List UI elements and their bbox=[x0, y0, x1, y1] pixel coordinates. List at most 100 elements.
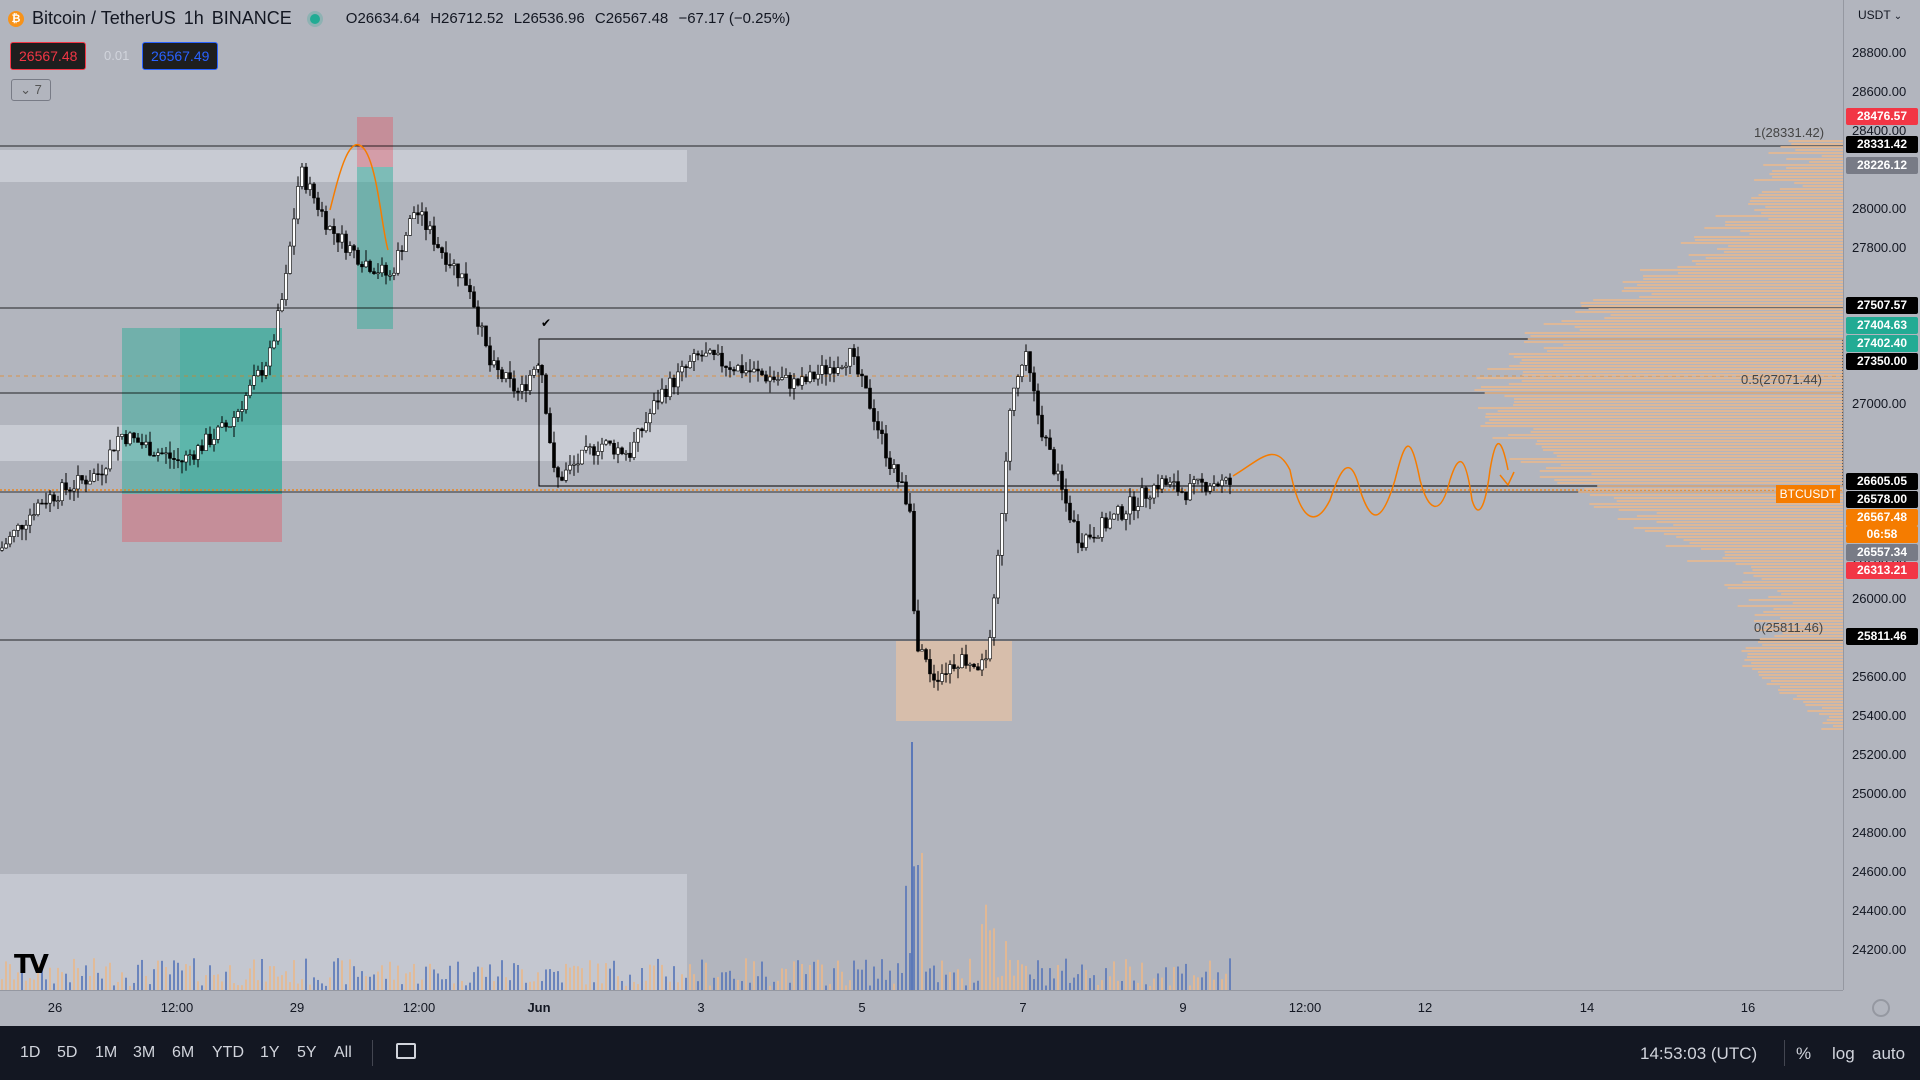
volume-bar bbox=[1125, 959, 1127, 990]
volume-profile-bar bbox=[1763, 611, 1843, 613]
settings-gear-icon[interactable] bbox=[1872, 999, 1890, 1017]
time-axis[interactable]: 26 12:00 29 12:00 Jun 3 5 7 9 12:00 12 14 16 bbox=[0, 990, 1843, 1027]
chart-area[interactable]: ✔ ₿ Bitcoin / TetherUS 1h BINANCE O26634… bbox=[0, 0, 1843, 990]
candle-body bbox=[877, 421, 880, 430]
volume-bar bbox=[457, 962, 459, 990]
volume-bar bbox=[453, 983, 455, 990]
candle-body bbox=[653, 401, 656, 414]
volume-bar bbox=[665, 976, 667, 990]
volume-bar bbox=[785, 969, 787, 990]
price-tag: 26313.21 bbox=[1846, 562, 1918, 579]
spread-label: 0.01 bbox=[104, 48, 129, 63]
volume-profile-bar bbox=[1742, 665, 1843, 667]
candle-body bbox=[613, 443, 616, 454]
timeframe-button[interactable]: YTD bbox=[212, 1044, 244, 1062]
volume-bar bbox=[925, 972, 927, 990]
candle-body bbox=[1029, 352, 1032, 373]
volume-bar bbox=[45, 979, 47, 990]
candle-body bbox=[809, 372, 812, 382]
candle-body bbox=[713, 350, 716, 355]
timeframe-button[interactable]: 1D bbox=[20, 1044, 40, 1062]
volume-bar bbox=[513, 963, 515, 990]
price-axis[interactable]: USDT ⌄ 28800.00 28600.00 28400.00 28000.00 2… bbox=[1843, 0, 1920, 990]
volume-profile-bar bbox=[1809, 161, 1843, 163]
volume-profile-bar bbox=[1563, 344, 1843, 346]
date-range-icon[interactable] bbox=[396, 1043, 416, 1059]
volume-bar bbox=[609, 969, 611, 990]
time-tick-label: 12:00 bbox=[1289, 1000, 1322, 1015]
candle-body bbox=[1057, 471, 1060, 474]
volume-bar bbox=[989, 930, 991, 990]
ohlc-low: L26536.96 bbox=[514, 10, 585, 27]
candle-body bbox=[565, 470, 568, 480]
timeframe-button[interactable]: 6M bbox=[172, 1044, 194, 1062]
candle-body bbox=[889, 458, 892, 469]
percent-toggle[interactable]: % bbox=[1796, 1044, 1811, 1064]
tradingview-logo[interactable]: TV bbox=[14, 950, 46, 980]
symbol-price-tag: BTCUSDT bbox=[1776, 485, 1840, 503]
volume-bar bbox=[253, 960, 255, 990]
buy-button[interactable]: 26567.49 bbox=[142, 42, 218, 70]
volume-bar bbox=[997, 977, 999, 990]
candle-body bbox=[557, 468, 560, 477]
timeframe-button[interactable]: 1M bbox=[95, 1044, 117, 1062]
volume-profile-bar bbox=[1622, 290, 1843, 292]
log-toggle[interactable]: log bbox=[1832, 1044, 1855, 1064]
volume-profile-bar bbox=[1509, 365, 1843, 367]
candle-body bbox=[97, 474, 100, 475]
volume-profile-bar bbox=[1725, 221, 1843, 223]
timeframe-button[interactable]: 3M bbox=[133, 1044, 155, 1062]
volume-bar bbox=[73, 959, 75, 990]
candle-body bbox=[929, 659, 932, 673]
timeframe-button[interactable]: 1Y bbox=[260, 1044, 280, 1062]
candle-body bbox=[201, 446, 204, 451]
sell-button[interactable]: 26567.48 bbox=[10, 42, 86, 70]
interval-label[interactable]: 1h bbox=[184, 8, 204, 29]
volume-profile-bar bbox=[1746, 647, 1843, 649]
price-chart[interactable]: ✔ bbox=[0, 0, 1843, 990]
time-tick-label: 26 bbox=[48, 1000, 62, 1015]
volume-bar bbox=[1221, 979, 1223, 990]
candle-body bbox=[141, 442, 144, 444]
fib-label-top: 1(28331.42) bbox=[1754, 125, 1824, 140]
separator bbox=[372, 1040, 373, 1066]
candle-body bbox=[1125, 514, 1128, 519]
volume-profile-bar bbox=[1717, 248, 1843, 250]
timeframe-button[interactable]: 5Y bbox=[297, 1044, 317, 1062]
price-tag: 27402.40 bbox=[1846, 335, 1918, 352]
candle-body bbox=[697, 354, 700, 355]
clock-label[interactable]: 14:53:03 (UTC) bbox=[1640, 1044, 1757, 1064]
currency-selector[interactable]: USDT ⌄ bbox=[1858, 8, 1902, 22]
volume-bar bbox=[861, 970, 863, 990]
timeframe-button[interactable]: 5D bbox=[57, 1044, 77, 1062]
volume-bar bbox=[317, 980, 319, 990]
volume-bar bbox=[933, 966, 935, 990]
candle-body bbox=[393, 273, 396, 275]
candle-body bbox=[1193, 480, 1196, 484]
volume-bar bbox=[597, 964, 599, 990]
volume-profile-bar bbox=[1768, 218, 1843, 220]
volume-profile-bar bbox=[1771, 680, 1843, 682]
candle-body bbox=[837, 368, 840, 374]
volume-bar bbox=[249, 968, 251, 990]
volume-bar bbox=[141, 960, 143, 990]
volume-bar bbox=[305, 959, 307, 990]
volume-profile-bar bbox=[1748, 203, 1843, 205]
auto-toggle[interactable]: auto bbox=[1872, 1044, 1905, 1064]
indicators-toggle[interactable]: ⌄ 7 bbox=[11, 79, 51, 101]
volume-bar bbox=[1073, 978, 1075, 990]
price-tick-label: 28800.00 bbox=[1852, 45, 1906, 60]
candle-body bbox=[157, 453, 160, 455]
volume-profile-bar bbox=[1740, 230, 1843, 232]
symbol-name[interactable]: Bitcoin / TetherUS bbox=[32, 8, 176, 29]
candle-body bbox=[225, 423, 228, 427]
price-tag: 28476.57 bbox=[1846, 108, 1918, 125]
candle-body bbox=[681, 367, 684, 372]
volume-bar bbox=[737, 980, 739, 990]
volume-bar bbox=[1021, 964, 1023, 990]
volume-profile-bar bbox=[1695, 239, 1843, 241]
candle-body bbox=[209, 434, 212, 444]
candle-body bbox=[1201, 479, 1204, 482]
volume-bar bbox=[537, 972, 539, 990]
timeframe-button[interactable]: All bbox=[334, 1044, 352, 1062]
